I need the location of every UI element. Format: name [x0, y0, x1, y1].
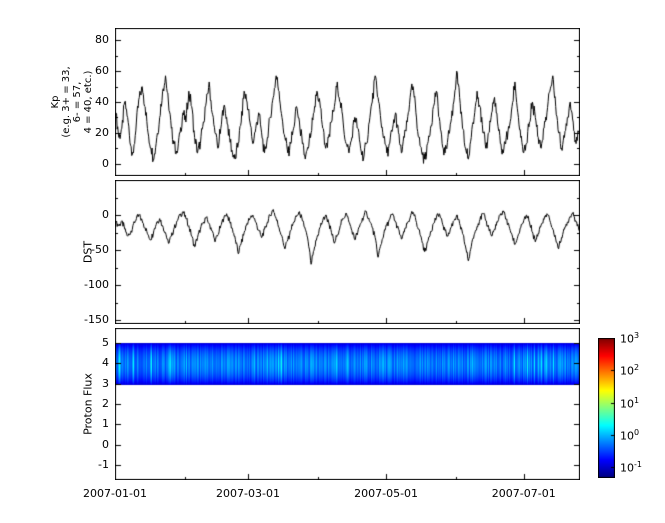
- y-tick-label: 0: [102, 156, 109, 170]
- y-tick-label: -1: [98, 457, 109, 471]
- x-tick-label: 2007-01-01: [83, 487, 147, 500]
- y-tick-label: 0: [102, 437, 109, 451]
- y-tick-label: -50: [91, 243, 109, 257]
- colorbar-tick-label: 102: [620, 363, 640, 378]
- x-tick-label: 2007-05-01: [354, 487, 419, 500]
- y-tick-label: 60: [95, 64, 109, 78]
- kp-axis-label-line: Kp: [50, 95, 61, 109]
- colorbar-tick-label: 100: [620, 427, 640, 443]
- dst-plot-canvas: [115, 180, 580, 324]
- y-tick-label: 4: [102, 356, 109, 370]
- y-tick-label: 5: [102, 336, 109, 350]
- kp-plot-canvas: [115, 28, 580, 176]
- x-tick-label: 2007-03-01: [216, 487, 280, 500]
- y-tick-label: 2: [102, 397, 109, 410]
- y-tick-label: 1: [102, 417, 109, 431]
- colorbar-tick-label: 103: [620, 331, 640, 346]
- proton-flux-heatmap-canvas: [115, 328, 580, 480]
- x-tick-label: 2007-07-01: [491, 487, 556, 500]
- y-tick-label: 80: [95, 33, 109, 47]
- colorbar-tick-label: 10-1: [620, 460, 642, 475]
- y-tick-label: 20: [95, 125, 109, 139]
- colorbar-tick-label: 101: [620, 395, 640, 411]
- y-tick-label: 40: [95, 95, 109, 108]
- colorbar: [598, 338, 615, 478]
- y-tick-label: 3: [102, 376, 109, 390]
- y-tick-label: -100: [84, 278, 109, 292]
- y-tick-label: 0: [102, 208, 109, 222]
- y-tick-label: -150: [84, 313, 109, 327]
